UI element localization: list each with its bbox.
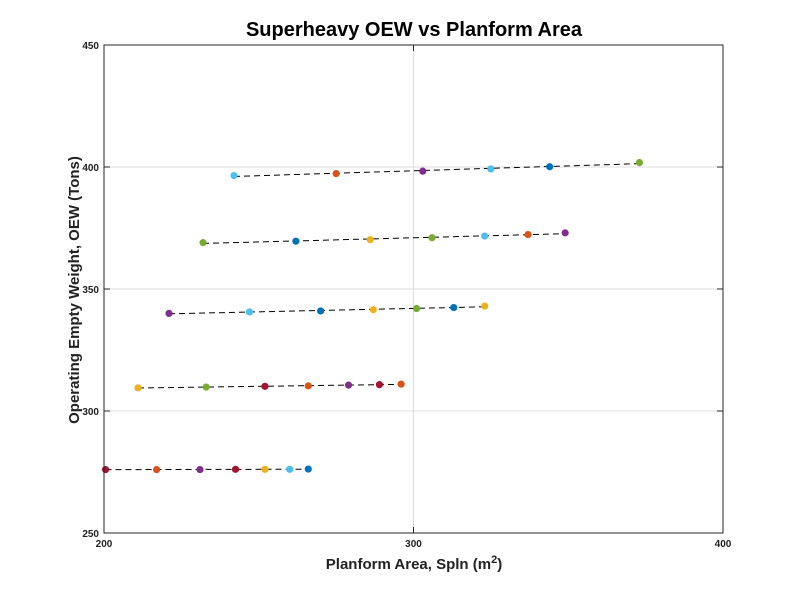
data-point	[412, 304, 421, 313]
data-point	[292, 237, 300, 245]
series-5	[230, 159, 644, 180]
y-tick-label: 400	[82, 163, 99, 174]
data-point	[245, 308, 254, 316]
x-tick-label: 300	[405, 539, 422, 550]
data-point	[261, 465, 269, 473]
data-point	[546, 163, 554, 171]
data-point	[261, 382, 269, 390]
data-point	[487, 165, 495, 173]
data-point	[332, 169, 340, 178]
fit-line	[168, 306, 485, 315]
data-point	[304, 465, 312, 473]
x-axis-label-main: Planform Area, Spln (m	[326, 556, 491, 573]
x-axis-label-superscript: 2	[491, 554, 497, 566]
fit-line	[233, 163, 640, 177]
data-point	[428, 234, 436, 242]
data-point	[366, 236, 374, 244]
data-point	[196, 465, 204, 474]
y-tick-label: 450	[82, 41, 99, 52]
data-point	[561, 229, 569, 237]
x-tick-label: 400	[715, 539, 732, 550]
series-4	[199, 229, 569, 247]
data-point	[101, 465, 110, 474]
data-point	[524, 230, 532, 239]
y-tick-label: 300	[82, 407, 99, 418]
fit-line	[203, 233, 566, 244]
fit-line	[138, 383, 402, 389]
series-layer	[101, 159, 644, 474]
grid	[104, 45, 723, 533]
y-axis-label: Operating Empty Weight, OEW (Tons)	[66, 156, 83, 424]
data-point	[153, 465, 161, 474]
y-tick-label: 350	[82, 285, 99, 296]
data-point	[202, 383, 210, 391]
y-tick-label: 250	[82, 529, 99, 540]
ticks: 200 300 400 250 300 350 400 450	[82, 41, 731, 550]
data-point	[165, 309, 173, 317]
data-point	[230, 171, 238, 180]
data-point	[375, 381, 384, 389]
data-point	[481, 302, 489, 310]
data-point	[481, 232, 489, 240]
data-point	[635, 159, 644, 167]
data-point	[286, 465, 294, 473]
data-point	[231, 465, 240, 473]
data-point	[419, 167, 427, 175]
x-tick-label: 200	[96, 539, 113, 550]
series-2	[134, 380, 405, 392]
x-axis-label-tail: )	[497, 556, 502, 573]
data-point	[450, 303, 458, 312]
series-3	[165, 302, 489, 317]
data-point	[304, 382, 312, 390]
data-point	[369, 306, 377, 314]
data-point	[397, 380, 405, 388]
x-axis-label: Planform Area, Spln (m2)	[326, 554, 502, 573]
data-point	[344, 381, 353, 389]
data-point	[199, 239, 207, 247]
data-point	[317, 307, 325, 315]
data-point	[134, 384, 142, 392]
chart-title: Superheavy OEW vs Planform Area	[246, 19, 583, 41]
